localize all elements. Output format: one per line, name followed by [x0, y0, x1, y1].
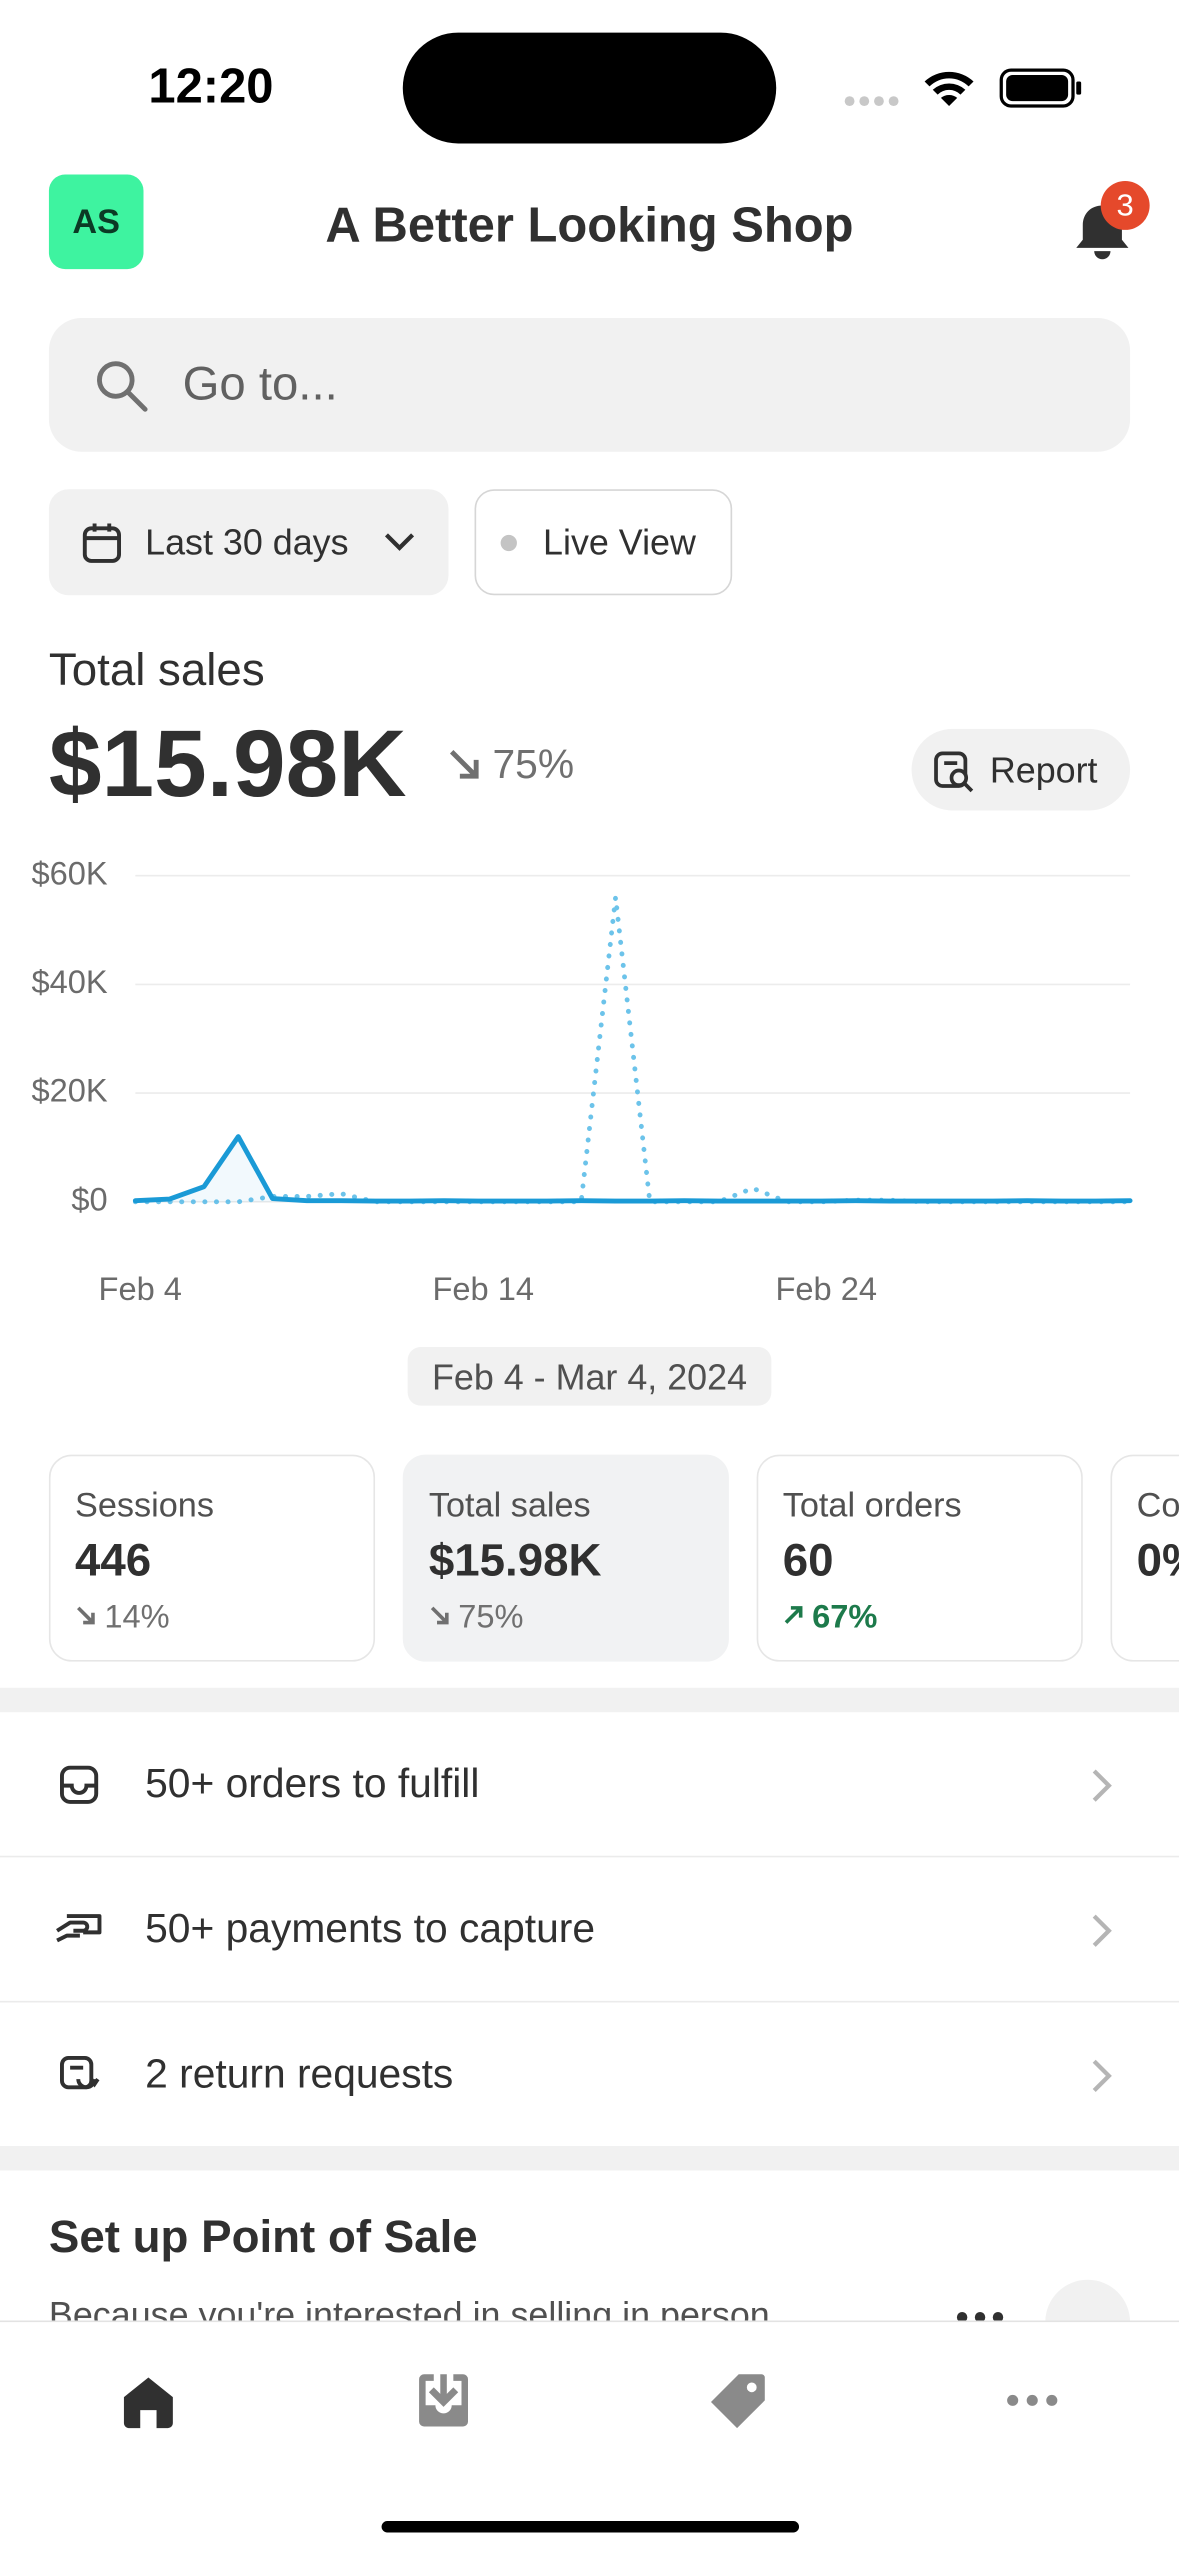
task-label: 2 return requests	[145, 2051, 454, 2098]
chevron-down	[384, 533, 415, 551]
dynamic-island	[402, 32, 777, 144]
badge-count: 3	[1116, 189, 1134, 224]
metric-value: 446	[75, 1534, 152, 1586]
metric-change: 67%	[812, 1599, 878, 1636]
nav-home[interactable]	[119, 2374, 178, 2429]
series-line	[132, 1134, 1133, 1204]
search-bar[interactable]	[48, 317, 1131, 452]
nav-orders[interactable]	[414, 2371, 473, 2430]
report-label: Report	[989, 750, 1098, 791]
summary-label: Total sales	[48, 644, 265, 695]
pos-title: Set up Point of Sale	[48, 2211, 478, 2262]
y-tick-label: $20K	[31, 1072, 107, 1109]
chevron-right	[1092, 1769, 1112, 1802]
up-arrow	[784, 1606, 803, 1624]
shop-title: A Better Looking Shop	[325, 198, 854, 253]
metric-label: Total sales	[428, 1487, 591, 1525]
chevron-right	[1092, 2059, 1112, 2093]
status-time: 12:20	[148, 60, 274, 115]
metric-label: Co	[1136, 1487, 1179, 1525]
report-button[interactable]	[911, 728, 1131, 811]
x-tick-label: Feb 24	[775, 1270, 877, 1307]
metric-value: 0%	[1136, 1534, 1179, 1586]
metric-card[interactable]: Co 0%	[1110, 1454, 1179, 1662]
y-tick-label: $40K	[31, 963, 107, 1000]
task-row[interactable]: 50+ orders to fulfill	[0, 1712, 1179, 1858]
calendar-icon	[82, 523, 121, 563]
home-indicator	[381, 2521, 800, 2533]
report-icon	[934, 751, 974, 793]
area	[135, 1136, 1131, 1202]
metric-card-selected[interactable]: Total sales $15.98K 75%	[402, 1454, 729, 1662]
section-divider	[0, 2146, 1179, 2171]
date-range-badge	[407, 1346, 772, 1406]
nav-products[interactable]	[709, 2371, 768, 2430]
date-range-label: Feb 4 - Mar 4, 2024	[431, 1356, 748, 1398]
task-row[interactable]: 50+ payments to capture	[0, 1857, 1179, 2003]
task-row[interactable]: 2 return requests	[0, 2002, 1179, 2146]
search-icon	[97, 361, 148, 412]
down-arrow	[449, 750, 479, 779]
return-icon	[60, 2055, 100, 2090]
x-tick-label: Feb 4	[99, 1270, 182, 1307]
down-arrow	[77, 1606, 95, 1625]
summary-change: 75%	[492, 741, 575, 788]
avatar[interactable]	[48, 174, 144, 270]
date-filter-label: Last 30 days	[145, 521, 349, 563]
metric-change: 14%	[104, 1599, 170, 1636]
x-tick-label: Feb 14	[432, 1270, 534, 1307]
metric-value: 60	[782, 1534, 834, 1586]
metric-label: Sessions	[75, 1487, 214, 1525]
metric-card[interactable]: Total orders 60 67%	[756, 1454, 1083, 1662]
summary-value: $15.98K	[48, 710, 407, 817]
series-line	[132, 894, 1133, 1205]
status-icons	[844, 68, 1082, 108]
metric-label: Total orders	[782, 1487, 962, 1525]
chevron-right	[1092, 1914, 1112, 1947]
sales-chart: $0 $20K $40K $60K Feb 4 Feb 14 Feb 24	[31, 854, 1133, 1307]
metric-value: $15.98K	[428, 1534, 602, 1586]
metric-change: 75%	[458, 1599, 524, 1636]
date-filter[interactable]	[48, 489, 449, 596]
inbox-icon	[60, 1765, 99, 1804]
down-arrow	[430, 1606, 449, 1625]
search-placeholder: Go to...	[182, 358, 338, 411]
more-icon[interactable]	[954, 2299, 1009, 2323]
task-label: 50+ orders to fulfill	[145, 1761, 480, 1807]
bottom-nav	[0, 2320, 1179, 2556]
live-view-button[interactable]	[474, 489, 733, 596]
y-tick-label: $0	[71, 1180, 107, 1217]
section-divider	[0, 1687, 1179, 1713]
y-tick-label: $60K	[31, 854, 107, 891]
task-label: 50+ payments to capture	[145, 1906, 596, 1952]
metric-card[interactable]: Sessions 446 14%	[48, 1454, 376, 1662]
payment-icon	[56, 1914, 102, 1943]
live-view-label: Live View	[543, 521, 696, 563]
nav-more[interactable]	[1003, 2391, 1062, 2411]
badge	[1100, 181, 1150, 230]
live-dot	[500, 534, 517, 552]
avatar-initials: AS	[72, 203, 121, 242]
